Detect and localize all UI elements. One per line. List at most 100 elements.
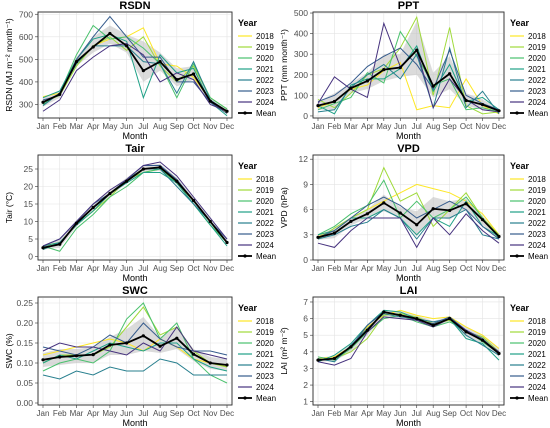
- x-tick-label: May: [102, 264, 117, 273]
- mean-point: [91, 205, 95, 210]
- mean-point: [316, 235, 320, 239]
- y-axis-label: LAI (m² m⁻²): [279, 327, 289, 375]
- mean-band: [43, 317, 227, 371]
- series-line-2024: [317, 213, 500, 249]
- mean-point: [141, 334, 145, 338]
- series-group: [41, 161, 229, 252]
- mean-point: [41, 358, 45, 362]
- legend-entry: 2024: [528, 383, 546, 392]
- x-tick-label: May: [376, 264, 391, 273]
- y-tick-label: 300: [19, 99, 33, 109]
- mean-point: [74, 60, 79, 64]
- x-tick-label: Mar: [70, 409, 84, 418]
- legend-entry: 2019: [256, 43, 274, 52]
- x-tick-label: Aug: [153, 409, 167, 418]
- x-tick-label: Dec: [220, 122, 234, 131]
- mean-point: [191, 352, 196, 356]
- x-tick-label: Aug: [153, 122, 167, 131]
- mean-point: [316, 358, 320, 362]
- mean-point: [448, 72, 452, 76]
- series-line-2024: [317, 316, 500, 366]
- mean-point: [125, 179, 129, 183]
- legend-entry: 2020: [256, 54, 274, 63]
- legend-key-point: [515, 111, 519, 115]
- x-tick-label: Sep: [443, 122, 458, 131]
- x-tick-label: Sep: [170, 409, 185, 418]
- y-tick-label: 400: [19, 77, 33, 87]
- x-tick-label: Feb: [328, 409, 342, 418]
- mean-point: [108, 31, 112, 36]
- panel-vpd: 0 3 6 9 12 Jan Feb Mar Apr May Jun Jul Aug Sep Oct Nov D…: [279, 143, 548, 283]
- y-tick-label: 7: [303, 297, 308, 307]
- y-tick-label: 400: [294, 29, 308, 39]
- mean-point: [415, 48, 419, 52]
- y-tick-label: 500: [19, 54, 33, 64]
- x-axis-label: Month: [396, 131, 421, 141]
- series-line-2022: [317, 208, 500, 240]
- panel-title: LAI: [400, 285, 418, 297]
- plot-border: [37, 154, 233, 261]
- legend-entry: 2018: [256, 317, 274, 326]
- x-tick-label: Jul: [412, 122, 422, 131]
- legend-entry: 2023: [528, 372, 546, 381]
- y-tick-label: 700: [19, 9, 33, 19]
- x-tick-label: Apr: [361, 409, 374, 418]
- y-tick-label: 2: [303, 380, 308, 390]
- mean-point: [191, 72, 196, 76]
- legend-title: Year: [238, 161, 258, 171]
- mean-point: [191, 198, 196, 203]
- series-line-2023: [317, 196, 500, 240]
- legend-entry: 2021: [256, 350, 274, 359]
- legend-entry: 2020: [528, 197, 546, 206]
- legend-entry: 2019: [528, 328, 546, 337]
- y-tick-label: 5: [28, 234, 33, 244]
- y-tick-label: 0.05: [16, 378, 33, 388]
- x-tick-label: Mar: [344, 264, 358, 273]
- mean-point: [141, 69, 145, 73]
- series-line-2019: [42, 36, 228, 110]
- legend-entry: 2019: [256, 328, 274, 337]
- x-tick-label: Oct: [187, 409, 200, 418]
- series-group: [316, 15, 501, 115]
- legend-entry: Mean: [256, 252, 276, 261]
- series-group: [316, 166, 501, 249]
- x-tick-label: Jun: [120, 409, 133, 418]
- series-line-mean: [42, 166, 228, 249]
- x-tick-label: Jan: [312, 122, 325, 131]
- x-tick-label: May: [102, 409, 117, 418]
- mean-point: [480, 218, 485, 222]
- mean-point: [58, 355, 62, 359]
- legend-entry: 2021: [528, 65, 546, 74]
- series-line-2024: [42, 43, 228, 112]
- legend-title: Year: [510, 303, 530, 313]
- y-axis-label: VPD (hPa): [279, 187, 289, 228]
- legend-entry: 2021: [256, 65, 274, 74]
- panel-title: SWC: [122, 285, 148, 297]
- y-axis-label: SWC (%): [4, 333, 14, 369]
- mean-point: [398, 211, 402, 215]
- series-line-2018: [42, 338, 228, 368]
- x-tick-label: Mar: [70, 264, 84, 273]
- y-tick-label: 9: [303, 179, 308, 189]
- mean-point: [208, 99, 212, 103]
- mean-point: [316, 104, 320, 108]
- x-tick-label: Apr: [87, 264, 100, 273]
- legend-entry: Mean: [256, 109, 276, 118]
- mean-point: [175, 78, 179, 82]
- panel-rsdn: 300 400 500 600 700 Jan Feb Mar Apr May Jun Jul Aug S…: [4, 0, 276, 141]
- mean-point: [349, 345, 353, 349]
- x-tick-label: Aug: [426, 409, 440, 418]
- legend-entry: 2018: [256, 175, 274, 184]
- legend-entry: 2023: [528, 230, 546, 239]
- series-line-2020: [42, 302, 228, 384]
- mean-point: [415, 223, 419, 227]
- series-line-2023: [42, 322, 228, 356]
- x-tick-label: Apr: [87, 122, 100, 131]
- mean-point: [448, 208, 452, 213]
- mean-point: [74, 221, 79, 225]
- mean-point: [431, 207, 435, 211]
- x-tick-label: Feb: [328, 264, 342, 273]
- x-tick-label: Feb: [53, 122, 67, 131]
- legend-key-point: [515, 396, 519, 400]
